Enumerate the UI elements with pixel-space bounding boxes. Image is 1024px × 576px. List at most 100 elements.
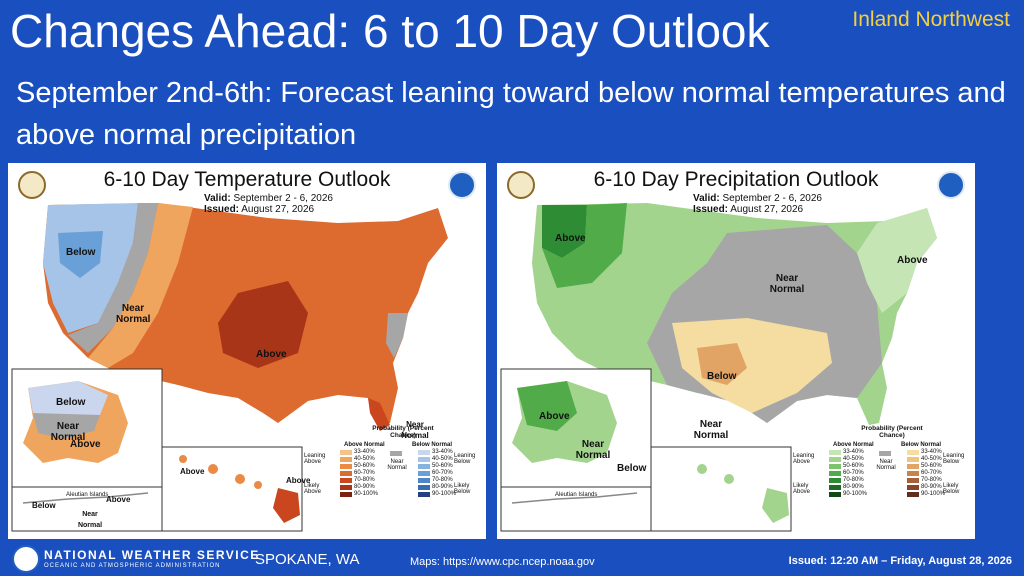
issued-timestamp: Issued: 12:20 AM – Friday, August 28, 20… bbox=[788, 555, 1012, 567]
label-near-south: Near Normal bbox=[693, 419, 729, 441]
label-near-main: Near Normal bbox=[116, 303, 151, 325]
legend-range-right: 40-50% bbox=[432, 456, 453, 462]
label-aleutian: Aleutian Islands bbox=[555, 492, 598, 498]
precipitation-outlook-map: 6-10 Day Precipitation Outlook Valid: Se… bbox=[497, 163, 975, 539]
legend-swatch-left bbox=[829, 450, 841, 455]
label-below-main: Below bbox=[66, 247, 96, 258]
region-label: Inland Northwest bbox=[852, 8, 1010, 31]
nws-name: NATIONAL WEATHER SERVICE bbox=[44, 548, 260, 562]
legend-swatch-right bbox=[907, 464, 919, 469]
legend-likely-right: Likely Below bbox=[943, 483, 960, 495]
hawaii-big-island bbox=[762, 488, 789, 523]
legend-range-right: 40-50% bbox=[921, 456, 942, 462]
legend-swatch-left bbox=[829, 464, 841, 469]
label-ak-below: Below bbox=[56, 397, 86, 408]
temperature-outlook-map: 6-10 Day Temperature Outlook Valid: Sept… bbox=[8, 163, 486, 539]
legend-range-right: 50-60% bbox=[921, 463, 942, 469]
legend-leaning-right: Leaning Below bbox=[454, 453, 476, 465]
legend-range-right: 50-60% bbox=[432, 463, 453, 469]
legend-leaning-left: Leaning Above bbox=[793, 453, 815, 465]
legend-range-left: 80-90% bbox=[354, 484, 375, 490]
legend-swatch-right bbox=[418, 485, 430, 490]
label-near-central: Near Normal bbox=[769, 273, 805, 295]
office-city: SPOKANE, WA bbox=[255, 551, 360, 568]
legend-title: Probability (Percent Chance) bbox=[861, 425, 923, 439]
legend-likely-left: Likely Above bbox=[304, 483, 322, 495]
legend-swatch-right bbox=[418, 492, 430, 497]
label-ak-above: Above bbox=[70, 439, 101, 450]
maps-source: Maps: https://www.cpc.ncep.noaa.gov bbox=[410, 556, 595, 568]
label-below-south: Below bbox=[707, 371, 737, 382]
legend-swatch-left bbox=[829, 457, 841, 462]
legend-range-left: 50-60% bbox=[354, 463, 375, 469]
legend-range-right: 33-40% bbox=[432, 449, 453, 455]
label-ak-near: Near Normal bbox=[575, 439, 611, 461]
legend-range-left: 33-40% bbox=[843, 449, 864, 455]
legend-range-left: 60-70% bbox=[354, 470, 375, 476]
legend-swatch-left bbox=[829, 492, 841, 497]
legend-swatch-left bbox=[340, 478, 352, 483]
legend-right-head: Below Normal bbox=[901, 442, 942, 448]
northwest-above-ring bbox=[542, 203, 627, 288]
temperature-valid: Valid: September 2 - 6, 2026 bbox=[204, 193, 333, 204]
label-aleutian-above: Above bbox=[106, 495, 131, 504]
legend-swatch-right bbox=[418, 478, 430, 483]
legend-swatch-right bbox=[907, 457, 919, 462]
precipitation-map-graphic bbox=[500, 203, 937, 532]
legend-swatch-left bbox=[340, 464, 352, 469]
legend-swatch-right bbox=[418, 471, 430, 476]
label-ak-above: Above bbox=[539, 411, 570, 422]
below-core bbox=[697, 343, 747, 385]
alaska-above-core bbox=[517, 381, 577, 431]
label-hi-above-w: Above bbox=[180, 467, 205, 476]
nws-subtitle: OCEANIC AND ATMOSPHERIC ADMINISTRATION bbox=[44, 563, 221, 569]
legend-range-right: 70-80% bbox=[432, 477, 453, 483]
legend-swatch-left bbox=[340, 471, 352, 476]
legend-swatch-left bbox=[340, 492, 352, 497]
leaning-above-band bbox=[88, 203, 193, 368]
legend-range-right: 90-100% bbox=[432, 491, 457, 497]
precipitation-issued: Issued: August 27, 2026 bbox=[693, 204, 804, 215]
legend-range-right: 70-80% bbox=[921, 477, 942, 483]
page-title: Changes Ahead: 6 to 10 Day Outlook bbox=[10, 5, 770, 57]
precipitation-valid: Valid: September 2 - 6, 2026 bbox=[693, 193, 822, 204]
noaa-logo-icon bbox=[937, 171, 965, 199]
legend-leaning-left: Leaning Above bbox=[304, 453, 326, 465]
label-near-east: Near Normal bbox=[401, 420, 429, 440]
legend-range-right: 60-70% bbox=[432, 470, 453, 476]
legend-swatch-right bbox=[907, 478, 919, 483]
alaska-below-zone bbox=[28, 381, 108, 419]
doc-seal-icon bbox=[18, 171, 46, 199]
legend-likely-left: Likely Above bbox=[793, 483, 811, 495]
legend-range-right: 33-40% bbox=[921, 449, 942, 455]
legend-near-swatch bbox=[879, 451, 891, 456]
legend-range-left: 60-70% bbox=[843, 470, 864, 476]
alaska-near-zone bbox=[33, 413, 100, 439]
temperature-issued: Issued: August 27, 2026 bbox=[204, 204, 315, 215]
legend-range-right: 60-70% bbox=[921, 470, 942, 476]
doc-seal-icon bbox=[507, 171, 535, 199]
legend-swatch-right bbox=[418, 457, 430, 462]
northeast-above bbox=[857, 208, 937, 313]
legend-range-left: 80-90% bbox=[843, 484, 864, 490]
legend-left-head: Above Normal bbox=[344, 442, 385, 448]
legend-near-swatch bbox=[390, 451, 402, 456]
legend-range-left: 90-100% bbox=[843, 491, 868, 497]
florida-shape bbox=[368, 398, 390, 431]
above-core bbox=[218, 281, 308, 368]
legend-range-right: 80-90% bbox=[432, 484, 453, 490]
legend-range-left: 70-80% bbox=[354, 477, 375, 483]
legend-range-right: 80-90% bbox=[921, 484, 942, 490]
legend-range-left: 70-80% bbox=[843, 477, 864, 483]
legend-range-left: 40-50% bbox=[354, 456, 375, 462]
temperature-map-graphic bbox=[11, 203, 448, 532]
legend-range-right: 90-100% bbox=[921, 491, 946, 497]
below-zone bbox=[672, 318, 832, 413]
legend-swatch-left bbox=[829, 478, 841, 483]
legend-center: Near Normal bbox=[876, 459, 896, 471]
legend-center: Near Normal bbox=[387, 459, 407, 471]
legend-swatch-right bbox=[907, 471, 919, 476]
legend-swatch-right bbox=[907, 485, 919, 490]
legend-range-left: 40-50% bbox=[843, 456, 864, 462]
legend-range-left: 33-40% bbox=[354, 449, 375, 455]
